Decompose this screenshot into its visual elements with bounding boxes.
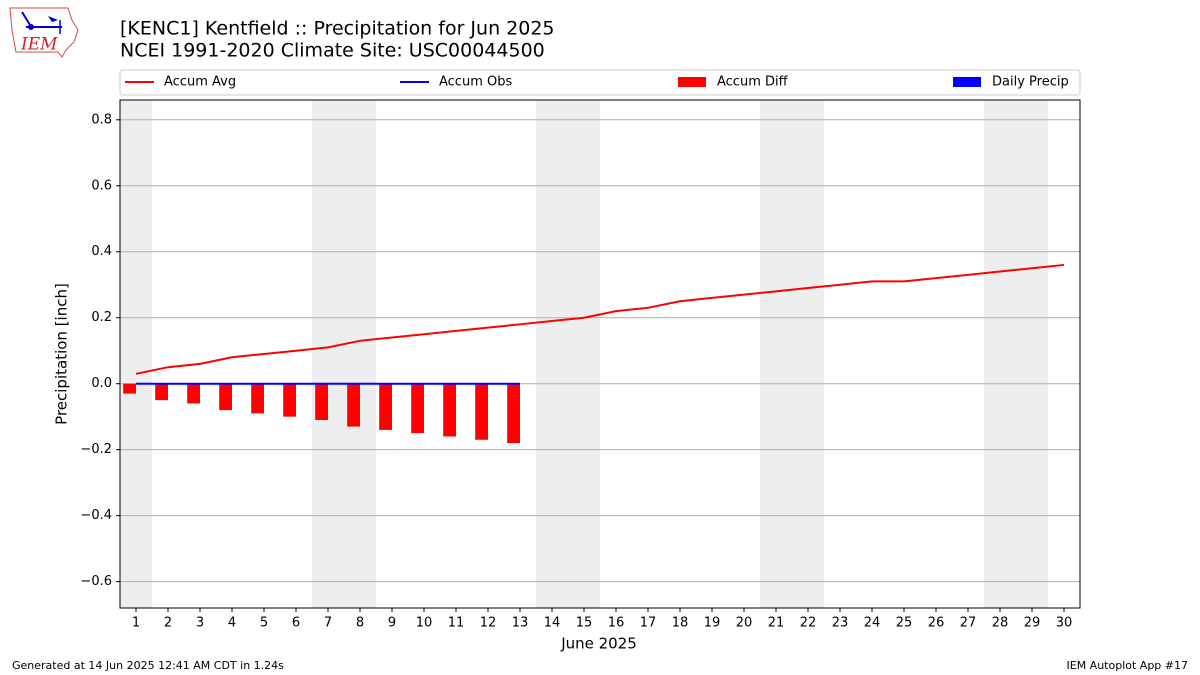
chart-subtitle: NCEI 1991-2020 Climate Site: USC00044500 xyxy=(120,40,545,62)
bar xyxy=(251,383,264,414)
bar xyxy=(219,383,232,411)
weekend-shade xyxy=(760,100,792,608)
x-tick-label: 23 xyxy=(832,616,849,631)
x-tick-label: 6 xyxy=(292,616,300,631)
x-tick-label: 20 xyxy=(736,616,753,631)
y-tick-label: 0.8 xyxy=(91,112,112,127)
footer-right: IEM Autoplot App #17 xyxy=(1067,659,1189,672)
x-tick-label: 15 xyxy=(576,616,593,631)
weekend-shade xyxy=(344,100,376,608)
x-tick-label: 1 xyxy=(132,616,140,631)
line-series xyxy=(135,263,1065,375)
legend-label: Daily Precip xyxy=(992,75,1069,90)
bar xyxy=(347,383,360,427)
y-tick-label: 0.2 xyxy=(91,310,112,325)
bar xyxy=(283,383,296,417)
legend-label: Accum Diff xyxy=(717,75,789,90)
bar xyxy=(411,383,424,434)
x-tick-label: 2 xyxy=(164,616,172,631)
bar xyxy=(315,383,328,420)
logo-text: IEM xyxy=(20,35,58,55)
x-tick-label: 17 xyxy=(640,616,657,631)
x-tick-label: 18 xyxy=(672,616,689,631)
x-tick-label: 5 xyxy=(260,616,268,631)
plot-frame xyxy=(119,99,1081,609)
x-tick-label: 10 xyxy=(416,616,433,631)
x-tick-label: 7 xyxy=(324,616,332,631)
x-tick-label: 14 xyxy=(544,616,561,631)
x-tick-label: 16 xyxy=(608,616,625,631)
weekend-shade xyxy=(792,100,824,608)
x-tick-label: 21 xyxy=(768,616,785,631)
weekend-shade xyxy=(312,100,344,608)
bar xyxy=(507,383,520,444)
x-tick-label: 4 xyxy=(228,616,236,631)
x-tick-label: 8 xyxy=(356,616,364,631)
y-tick-label: 0.6 xyxy=(91,178,112,193)
legend-swatch xyxy=(678,77,706,87)
bar xyxy=(123,383,136,394)
y-tick-label: −0.4 xyxy=(80,508,112,523)
y-axis-label: Precipitation [inch] xyxy=(53,283,71,425)
x-tick-label: 26 xyxy=(928,616,945,631)
x-tick-label: 24 xyxy=(864,616,881,631)
weekend-shade xyxy=(536,100,568,608)
x-tick-label: 9 xyxy=(388,616,396,631)
bar xyxy=(155,383,168,401)
logo: IEM xyxy=(9,7,79,58)
bar xyxy=(187,383,200,404)
x-tick-label: 12 xyxy=(480,616,497,631)
x-tick-label: 29 xyxy=(1024,616,1041,631)
x-tick-label: 28 xyxy=(992,616,1009,631)
x-tick-label: 3 xyxy=(196,616,204,631)
x-tick-label: 19 xyxy=(704,616,721,631)
legend-label: Accum Avg xyxy=(164,75,236,90)
chart-title: [KENC1] Kentfield :: Precipitation for J… xyxy=(120,18,555,40)
weekend-shade xyxy=(568,100,600,608)
y-tick-label: −0.2 xyxy=(80,442,112,457)
bar xyxy=(443,383,456,437)
legend-box xyxy=(119,69,1081,96)
x-axis-label: June 2025 xyxy=(560,635,637,653)
y-tick-label: 0.4 xyxy=(91,244,112,259)
x-tick-label: 25 xyxy=(896,616,913,631)
x-tick-label: 27 xyxy=(960,616,977,631)
weekend-shade xyxy=(984,100,1016,608)
footer-left: Generated at 14 Jun 2025 12:41 AM CDT in… xyxy=(12,659,284,672)
x-tick-label: 22 xyxy=(800,616,817,631)
x-tick-label: 11 xyxy=(448,616,465,631)
legend-label: Accum Obs xyxy=(439,75,512,90)
weekend-shade xyxy=(1016,100,1048,608)
bar xyxy=(475,383,488,440)
x-tick-label: 13 xyxy=(512,616,529,631)
weekend-shade xyxy=(120,100,152,608)
y-tick-label: 0.0 xyxy=(91,376,112,391)
x-tick-label: 30 xyxy=(1056,616,1073,631)
bar xyxy=(379,383,392,430)
legend-swatch xyxy=(953,77,981,87)
y-tick-label: −0.6 xyxy=(80,574,112,589)
